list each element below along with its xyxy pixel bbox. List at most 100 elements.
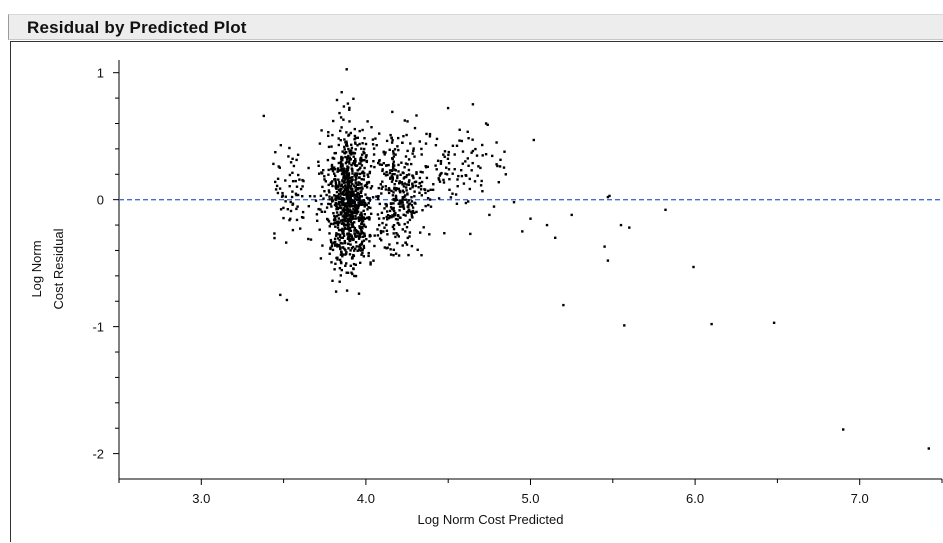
scatter-point — [291, 190, 294, 193]
scatter-point — [393, 188, 396, 191]
scatter-point — [364, 184, 368, 187]
scatter-point — [339, 241, 342, 245]
scatter-point — [337, 143, 340, 147]
scatter-point — [409, 142, 412, 145]
scatter-point — [346, 233, 349, 236]
scatter-point — [284, 195, 287, 198]
scatter-point — [361, 231, 365, 235]
scatter-point — [347, 186, 350, 189]
scatter-point — [388, 148, 391, 151]
scatter-point — [345, 289, 349, 292]
scatter-point — [348, 108, 351, 111]
scatter-point — [360, 253, 363, 256]
scatter-point — [336, 167, 340, 170]
scatter-point — [347, 218, 350, 221]
scatter-point — [351, 222, 355, 225]
scatter-point — [373, 234, 376, 237]
scatter-point — [464, 160, 467, 163]
scatter-point — [389, 253, 393, 256]
scatter-point — [603, 245, 606, 248]
scatter-point — [342, 229, 345, 232]
scatter-point — [457, 174, 460, 178]
scatter-point — [320, 202, 323, 206]
scatter-point — [278, 187, 282, 190]
scatter-point — [360, 220, 364, 223]
scatter-point — [927, 447, 930, 450]
scatter-point — [346, 271, 350, 274]
scatter-point — [343, 239, 346, 243]
scatter-point — [341, 203, 344, 206]
scatter-point — [395, 198, 399, 201]
scatter-point — [324, 180, 327, 183]
scatter-point — [406, 236, 409, 240]
scatter-point — [320, 129, 323, 132]
scatter-point — [347, 172, 351, 175]
scatter-point — [301, 210, 305, 214]
scatter-point — [339, 129, 342, 133]
scatter-point — [344, 155, 347, 159]
scatter-point — [348, 205, 352, 208]
scatter-point — [345, 181, 348, 184]
scatter-point — [454, 193, 458, 196]
scatter-point — [398, 209, 401, 212]
scatter-point — [343, 152, 346, 155]
scatter-point — [359, 201, 362, 204]
scatter-point — [341, 150, 344, 153]
scatter-point — [329, 246, 332, 249]
scatter-point — [351, 162, 355, 165]
scatter-point — [326, 158, 330, 162]
scatter-point — [339, 163, 343, 166]
scatter-point — [357, 181, 360, 184]
scatter-point — [351, 225, 354, 228]
scatter-point — [396, 174, 399, 177]
scatter-point — [442, 178, 445, 182]
ticks-group: 3.0 4.0 5.0 6.0 7.0 1 0 -1 -2 — [92, 66, 943, 506]
scatter-point — [279, 293, 282, 297]
scatter-point — [375, 195, 378, 198]
scatter-point — [421, 209, 424, 212]
scatter-point — [354, 241, 358, 244]
scatter-point — [497, 181, 500, 184]
scatter-point — [396, 145, 399, 148]
scatter-point — [397, 136, 400, 140]
scatter-point — [391, 139, 394, 142]
scatter-point — [406, 120, 409, 123]
scatter-point — [364, 202, 367, 205]
scatter-point — [424, 204, 427, 208]
scatter-point — [554, 236, 557, 239]
scatter-point — [349, 198, 352, 201]
scatter-point — [401, 141, 404, 144]
scatter-point — [467, 137, 470, 140]
scatter-point — [348, 149, 351, 153]
scatter-point — [406, 205, 409, 208]
scatter-point — [345, 168, 348, 171]
scatter-point — [373, 165, 376, 169]
x-tick-label: 5.0 — [521, 491, 539, 506]
scatter-point — [342, 209, 346, 212]
scatter-point — [392, 208, 395, 212]
scatter-point — [368, 233, 372, 237]
scatter-point — [394, 214, 397, 217]
scatter-point — [407, 203, 410, 206]
scatter-point — [334, 290, 338, 293]
scatter-point — [284, 179, 287, 182]
scatter-point — [307, 205, 310, 208]
scatter-point — [396, 214, 400, 217]
scatter-point — [344, 208, 347, 211]
scatter-point — [362, 178, 365, 181]
panel-title-bar[interactable]: Residual by Predicted Plot — [8, 14, 943, 40]
scatter-point — [363, 217, 367, 220]
scatter-point — [496, 164, 499, 168]
scatter-point — [341, 215, 344, 218]
scatter-point — [403, 182, 406, 185]
scatter-point — [325, 206, 329, 209]
scatter-point — [385, 205, 388, 208]
scatter-point — [415, 210, 418, 214]
scatter-point — [335, 211, 339, 214]
scatter-point — [381, 180, 384, 183]
scatter-point — [347, 247, 350, 250]
scatter-point — [381, 169, 384, 173]
scatter-point — [369, 206, 372, 210]
scatter-point — [354, 207, 358, 210]
scatter-point — [385, 203, 388, 206]
